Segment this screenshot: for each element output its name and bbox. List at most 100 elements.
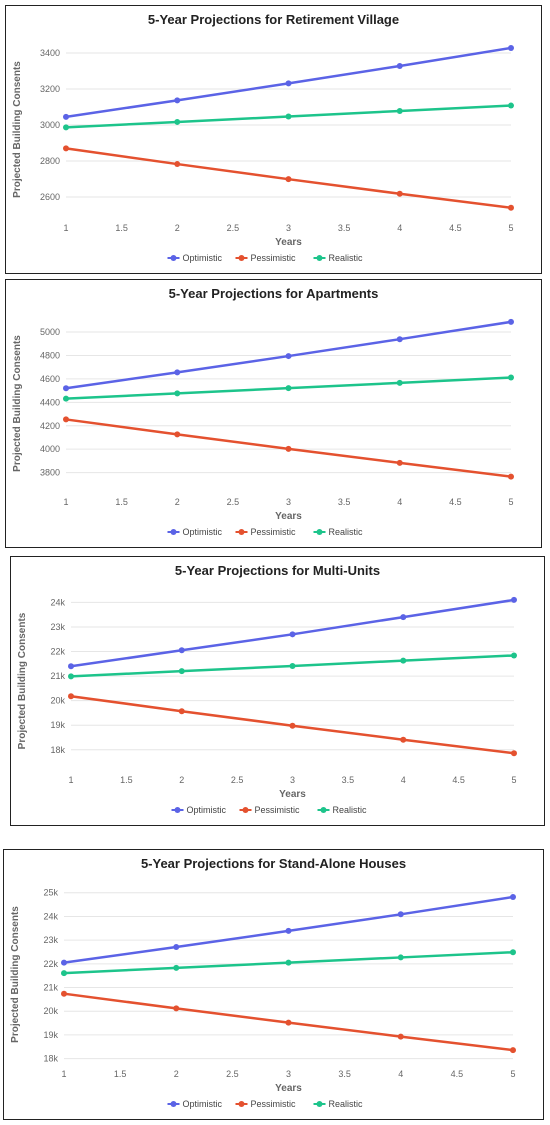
- x-tick-label: 4: [398, 1069, 403, 1079]
- data-point-optimistic: [508, 44, 514, 51]
- data-point-realistic: [285, 385, 292, 392]
- x-tick-label: 2: [179, 775, 184, 785]
- legend-label-optimistic: Optimistic: [183, 253, 223, 263]
- chart-title: 5-Year Projections for Multi-Units: [175, 563, 380, 578]
- data-point-optimistic: [173, 944, 180, 951]
- y-tick-label: 2800: [40, 156, 60, 166]
- x-tick-label: 1: [63, 497, 68, 507]
- x-tick-label: 4.5: [452, 775, 465, 785]
- legend-label-pessimistic: Pessimistic: [255, 805, 301, 815]
- x-tick-label: 1.5: [115, 497, 128, 507]
- data-point-optimistic: [61, 959, 67, 966]
- y-tick-label: 3000: [40, 120, 60, 130]
- data-point-realistic: [396, 107, 403, 114]
- legend-label-pessimistic: Pessimistic: [251, 1099, 297, 1109]
- legend-label-pessimistic: Pessimistic: [251, 527, 297, 537]
- x-tick-label: 3: [290, 775, 295, 785]
- legend-marker-optimistic: [170, 255, 177, 261]
- data-point-optimistic: [510, 894, 516, 901]
- data-point-realistic: [173, 964, 180, 971]
- legend-marker-pessimistic: [238, 1101, 245, 1107]
- x-tick-label: 5: [510, 1069, 515, 1079]
- y-tick-label: 18k: [50, 745, 65, 755]
- data-point-realistic: [285, 959, 292, 966]
- data-point-pessimistic: [285, 176, 292, 183]
- y-axis-label: Projected Building Consents: [12, 61, 23, 198]
- data-point-realistic: [397, 954, 404, 961]
- y-tick-label: 22k: [43, 959, 58, 969]
- data-point-pessimistic: [289, 722, 296, 729]
- x-tick-label: 5: [508, 223, 513, 233]
- y-tick-label: 20k: [50, 696, 65, 706]
- data-point-realistic: [510, 949, 516, 956]
- data-point-optimistic: [68, 663, 74, 670]
- data-point-realistic: [174, 390, 181, 397]
- data-point-pessimistic: [174, 431, 181, 438]
- data-point-pessimistic: [285, 445, 292, 452]
- data-point-realistic: [178, 668, 185, 675]
- x-tick-label: 2: [175, 497, 180, 507]
- data-point-pessimistic: [511, 750, 517, 757]
- chart-title: 5-Year Projections for Retirement Villag…: [148, 12, 399, 27]
- data-point-optimistic: [400, 614, 407, 621]
- y-tick-label: 4400: [40, 397, 60, 407]
- x-tick-label: 2.5: [227, 223, 240, 233]
- legend-label-realistic: Realistic: [333, 805, 368, 815]
- chart-svg: 5-Year Projections for Apartments 3800 400…: [12, 286, 514, 537]
- x-tick-label: 4: [397, 497, 402, 507]
- y-tick-label: 20k: [43, 1006, 58, 1016]
- x-tick-label: 2.5: [227, 497, 240, 507]
- x-axis-label: Years: [279, 789, 306, 800]
- chart-panel-stand-alone-houses: 5-Year Projections for Stand-Alone House…: [3, 849, 544, 1120]
- x-tick-label: 3: [286, 223, 291, 233]
- x-tick-label: 4: [401, 775, 406, 785]
- x-axis-label: Years: [275, 511, 302, 522]
- chart-svg: 5-Year Projections for Stand-Alone House…: [10, 856, 516, 1109]
- x-tick-label: 5: [511, 775, 516, 785]
- x-tick-label: 1.5: [114, 1069, 127, 1079]
- y-axis-label: Projected Building Consents: [10, 906, 21, 1043]
- data-point-pessimistic: [508, 204, 514, 211]
- x-axis-label: Years: [275, 1083, 302, 1094]
- chart-title: 5-Year Projections for Apartments: [169, 286, 379, 301]
- legend-marker-optimistic: [170, 529, 177, 535]
- data-point-optimistic: [285, 353, 292, 360]
- y-tick-label: 24k: [43, 911, 58, 921]
- legend-label-realistic: Realistic: [329, 1099, 364, 1109]
- y-tick-label: 18k: [43, 1054, 58, 1064]
- x-tick-label: 3.5: [338, 1069, 351, 1079]
- data-point-realistic: [289, 663, 296, 670]
- x-tick-label: 2: [174, 1069, 179, 1079]
- x-tick-label: 3.5: [338, 223, 351, 233]
- x-tick-label: 3: [286, 497, 291, 507]
- data-point-optimistic: [396, 62, 403, 69]
- data-point-pessimistic: [174, 161, 181, 168]
- data-point-pessimistic: [396, 459, 403, 466]
- legend-label-pessimistic: Pessimistic: [251, 253, 297, 263]
- data-point-pessimistic: [178, 708, 185, 715]
- y-tick-label: 4800: [40, 350, 60, 360]
- y-tick-label: 2600: [40, 192, 60, 202]
- data-point-realistic: [61, 970, 67, 977]
- data-point-pessimistic: [285, 1019, 292, 1026]
- x-tick-label: 1: [63, 223, 68, 233]
- legend-label-optimistic: Optimistic: [187, 805, 227, 815]
- legend-marker-realistic: [320, 807, 327, 813]
- x-tick-label: 2.5: [226, 1069, 239, 1079]
- data-point-optimistic: [285, 927, 292, 934]
- data-point-realistic: [511, 652, 517, 659]
- data-point-realistic: [285, 113, 292, 120]
- legend-marker-optimistic: [170, 1101, 177, 1107]
- x-tick-label: 1: [68, 775, 73, 785]
- x-tick-label: 5: [508, 497, 513, 507]
- x-tick-label: 1.5: [120, 775, 133, 785]
- chart-panel-retirement-village: 5-Year Projections for Retirement Villag…: [5, 5, 542, 274]
- legend-marker-realistic: [316, 1101, 323, 1107]
- legend-label-realistic: Realistic: [329, 253, 364, 263]
- data-point-pessimistic: [68, 693, 74, 700]
- data-point-realistic: [508, 374, 514, 381]
- data-point-optimistic: [63, 385, 69, 392]
- data-point-realistic: [396, 379, 403, 386]
- data-point-realistic: [63, 395, 69, 402]
- data-point-optimistic: [396, 336, 403, 343]
